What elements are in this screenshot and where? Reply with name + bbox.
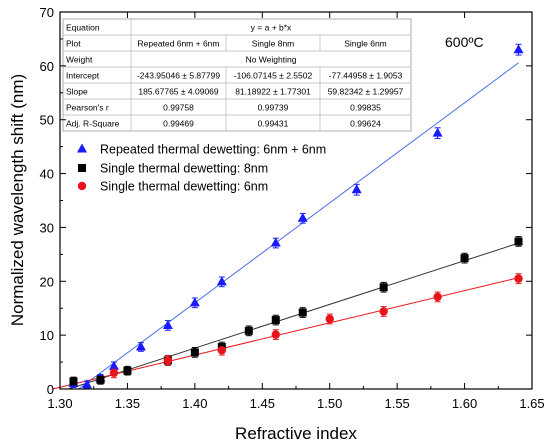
temperature-annotation: 600ºC (445, 34, 484, 50)
x-tick-label: 1.30 (47, 396, 72, 411)
fit-table-cell: No Weighting (246, 55, 297, 65)
fit-table-cell: -106.07145 ± 2.5502 (234, 71, 313, 81)
fit-table-cell: 0.99758 (163, 103, 194, 113)
fit-table-cell: Single 8nm (252, 39, 295, 49)
fit-table-cell: 0.99431 (258, 119, 289, 129)
triangle-series-fit-line (78, 62, 519, 390)
square-series-point (123, 366, 132, 375)
triangle-series-point (216, 276, 227, 286)
square-series-point (298, 308, 307, 317)
circle-series-point (514, 274, 523, 283)
x-tick-label: 1.50 (317, 396, 342, 411)
fit-table-cell: 59.82342 ± 1.29957 (328, 87, 404, 97)
triangle-series-point (270, 237, 281, 247)
circle-series-point (379, 307, 388, 316)
fit-table-cell: 0.99624 (350, 119, 381, 129)
legend-triangle-label: Repeated thermal dewetting: 6nm + 6nm (100, 143, 326, 157)
legend-triangle-symbol (77, 143, 87, 153)
legend-circle-label: Single thermal dewetting: 6nm (100, 180, 268, 194)
x-axis-title: Refractive index (235, 424, 357, 443)
triangle-series-point (351, 184, 362, 194)
fit-table-cell: Single 6nm (344, 39, 387, 49)
square-series-point (96, 375, 105, 384)
y-tick-label: 40 (40, 167, 54, 182)
fit-table-cell: 0.99469 (163, 119, 194, 129)
fit-table-row-label: Pearson's r (66, 103, 109, 113)
triangle-series-point (432, 127, 443, 137)
axes: 1.30 1.35 1.40 1.45 1.50 1.55 1.60 1.65 0 10 20 30 4… (40, 5, 545, 411)
square-series-fit-line (68, 242, 519, 390)
fit-table-row-label: Equation (66, 23, 100, 33)
data-markers (68, 44, 524, 389)
legend-square-symbol (78, 164, 86, 172)
fit-table-cell: Repeated 6nm + 6nm (138, 39, 220, 49)
fit-table-row-label: Adj. R-Square (66, 119, 120, 129)
circle-series-point (163, 356, 173, 365)
triangle-series-point (513, 44, 524, 54)
triangle-series-point (297, 212, 308, 222)
fit-results-table: Equation y = a + b*x Plot Repeated 6nm + 6n… (62, 18, 412, 132)
circle-series-point (271, 330, 280, 339)
square-series-point (460, 254, 469, 263)
fit-table-cell: y = a + b*x (251, 23, 292, 33)
x-tick-label: 1.40 (182, 396, 207, 411)
fit-table-cell: 185.67765 ± 4.09069 (138, 87, 219, 97)
square-series-point (514, 237, 523, 246)
fit-table-row-label: Intercept (66, 71, 100, 81)
legend-square-label: Single thermal dewetting: 8nm (100, 162, 268, 176)
square-series-point (69, 377, 78, 386)
fit-table-row-label: Weight (66, 55, 93, 65)
square-series-point (271, 316, 280, 325)
fit-table-cell: 0.99739 (258, 103, 289, 113)
y-tick-label: 0 (47, 382, 54, 397)
square-series-point (244, 326, 253, 335)
square-series-point (190, 348, 199, 357)
legend-circle-symbol (77, 181, 87, 191)
triangle-series-point (108, 360, 119, 370)
y-tick-label: 10 (40, 328, 54, 343)
circle-series-point (109, 368, 119, 378)
triangle-series-point (189, 297, 200, 307)
x-tick-label: 1.60 (452, 396, 477, 411)
fit-table-cell: 0.99835 (350, 103, 381, 113)
triangle-series-point (162, 319, 173, 329)
circle-series-fit-line (52, 277, 519, 390)
y-tick-label: 60 (40, 59, 54, 74)
legend: Repeated thermal dewetting: 6nm + 6nm Sin… (77, 143, 326, 194)
circle-series-point (433, 292, 442, 302)
fit-table-cell: -77.44958 ± 1.9053 (329, 71, 403, 81)
x-tick-label: 1.65 (519, 396, 544, 411)
y-axis-title: Normalized wavelength shift (nm) (8, 74, 27, 326)
fit-table-row-label: Plot (66, 39, 81, 49)
x-tick-label: 1.35 (115, 396, 140, 411)
square-series-point (379, 283, 388, 292)
y-tick-label: 50 (40, 113, 54, 128)
circle-series-point (217, 346, 227, 355)
y-tick-label: 70 (40, 5, 54, 20)
fit-table-cell: -243.95046 ± 5.87799 (137, 71, 220, 81)
triangle-series-point (135, 341, 146, 351)
circle-series-point (325, 314, 334, 324)
triangle-series-point (81, 379, 92, 389)
x-tick-label: 1.45 (250, 396, 275, 411)
y-tick-label: 20 (40, 274, 54, 289)
fit-table-row-label: Slope (66, 87, 88, 97)
y-tick-label: 30 (40, 220, 54, 235)
fit-table-cell: 81.18922 ± 1.77301 (235, 87, 311, 97)
fit-table-frame (62, 18, 412, 132)
x-tick-label: 1.55 (384, 396, 409, 411)
